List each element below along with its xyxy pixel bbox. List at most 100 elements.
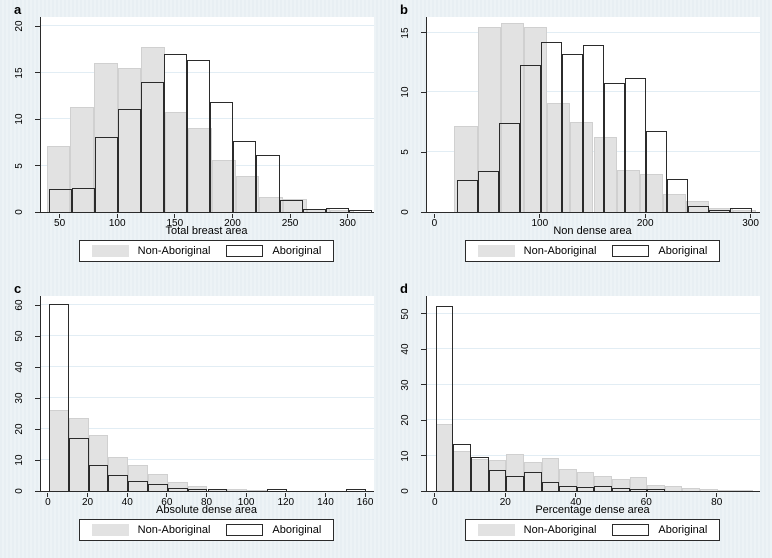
- y-tick-mark: [35, 428, 40, 430]
- histogram-bar-non-aboriginal: [330, 210, 354, 212]
- x-tick-mark: [174, 213, 176, 218]
- y-tick-mark: [35, 459, 40, 461]
- histogram-bar-aboriginal: [576, 487, 595, 491]
- histogram-bar-aboriginal: [561, 54, 583, 212]
- histogram-bar-non-aboriginal: [477, 26, 501, 212]
- x-tick-mark: [433, 213, 435, 218]
- legend-swatch-aboriginal: [226, 245, 264, 257]
- gridline: [41, 366, 374, 368]
- histogram-bar-aboriginal: [148, 484, 168, 491]
- y-tick-label: 10: [14, 454, 25, 466]
- histogram-bar-aboriginal: [266, 489, 287, 491]
- histogram-bar-non-aboriginal: [259, 197, 283, 212]
- histogram-bar-aboriginal: [604, 82, 626, 212]
- x-tick-label: 60: [161, 496, 173, 508]
- y-tick-mark: [421, 313, 426, 315]
- y-tick-label: 10: [14, 113, 25, 125]
- histogram-bar-non-aboriginal: [506, 454, 524, 491]
- y-tick-mark: [421, 384, 426, 386]
- histogram-bar-aboriginal: [709, 209, 731, 212]
- histogram-bar-aboriginal: [435, 305, 454, 491]
- histogram-bar-aboriginal: [95, 136, 119, 212]
- histogram-bar-aboriginal: [68, 438, 89, 491]
- y-tick-label: 30: [400, 379, 411, 391]
- x-tick-label: 120: [277, 496, 295, 508]
- y-tick-mark: [421, 419, 426, 421]
- histogram-bar-non-aboriginal: [541, 458, 560, 491]
- gridline: [427, 312, 760, 314]
- x-tick-label: 150: [166, 217, 184, 229]
- histogram-bar-aboriginal: [625, 78, 647, 212]
- y-tick-label: 15: [400, 27, 411, 39]
- legend-swatch-aboriginal: [226, 524, 264, 536]
- x-tick-label: 100: [108, 217, 126, 229]
- panel-c: c 0 10 20 30 40 50 60 0 20 40 60 80 100 120 140 160 Ab…: [0, 279, 386, 558]
- legend-label-aboriginal: Aboriginal: [658, 524, 708, 536]
- y-tick-label: 50: [14, 330, 25, 342]
- histogram-bar-aboriginal: [207, 489, 228, 491]
- y-tick-mark: [35, 304, 40, 306]
- x-tick-label: 100: [531, 217, 549, 229]
- histogram-bar-aboriginal: [256, 155, 280, 212]
- histogram-bar-aboriginal: [108, 474, 129, 491]
- histogram-bar-aboriginal: [582, 44, 605, 212]
- histogram-bar-aboriginal: [730, 207, 752, 212]
- y-tick-label: 5: [14, 162, 25, 169]
- y-tick-label: 0: [400, 488, 411, 494]
- x-tick-mark: [504, 492, 506, 497]
- histogram-bar-non-aboriginal: [576, 471, 595, 491]
- gridline: [41, 397, 374, 399]
- x-axis-title: Total breast area: [165, 225, 248, 237]
- gridline: [427, 348, 760, 350]
- histogram-bar-aboriginal: [346, 489, 367, 491]
- legend-box: Non-Aboriginal Aboriginal: [464, 240, 721, 262]
- y-tick-label: 20: [14, 20, 25, 32]
- histogram-bar-aboriginal: [488, 470, 507, 491]
- x-tick-mark: [324, 492, 326, 497]
- histogram-bar-aboriginal: [629, 489, 648, 491]
- y-axis: 0 5 10 15: [386, 17, 426, 215]
- histogram-bar-non-aboriginal: [547, 103, 571, 212]
- y-tick-mark: [421, 151, 426, 153]
- y-tick-label: 10: [400, 449, 411, 462]
- histogram-bar-aboriginal: [187, 59, 211, 212]
- plot-area: [426, 17, 760, 213]
- y-tick-label: 0: [14, 488, 25, 494]
- x-tick-mark: [116, 213, 118, 218]
- histogram-bar-non-aboriginal: [682, 487, 701, 491]
- y-tick-label: 15: [14, 67, 25, 79]
- gridline: [427, 454, 760, 456]
- histogram-bar-non-aboriginal: [128, 464, 149, 491]
- gridline: [41, 71, 374, 73]
- histogram-bar-non-aboriginal: [500, 22, 524, 212]
- x-tick-mark: [166, 492, 168, 497]
- x-tick-label: 0: [432, 496, 438, 508]
- x-tick-mark: [364, 492, 366, 497]
- histogram-bar-aboriginal: [667, 178, 689, 212]
- histogram-bar-aboriginal: [540, 42, 562, 212]
- y-tick-label: 40: [14, 361, 25, 373]
- legend-label-aboriginal: Aboriginal: [272, 245, 322, 257]
- histogram-bar-non-aboriginal: [188, 128, 213, 212]
- histogram-bar-non-aboriginal: [700, 489, 718, 491]
- histogram-bar-non-aboriginal: [717, 489, 736, 491]
- y-tick-mark: [421, 91, 426, 93]
- gridline: [427, 91, 760, 93]
- y-tick-label: 10: [400, 86, 411, 98]
- histogram-bar-aboriginal: [325, 207, 349, 212]
- y-axis: 0 5 10 15 20: [0, 17, 40, 215]
- y-tick-mark: [35, 118, 40, 120]
- x-axis-title: Percentage dense area: [535, 504, 650, 516]
- y-tick-mark: [421, 348, 426, 350]
- x-tick-label: 0: [45, 496, 51, 508]
- histogram-bar-aboriginal: [48, 303, 69, 491]
- y-tick-mark: [35, 72, 40, 74]
- histogram-bar-non-aboriginal: [454, 125, 478, 212]
- panel-label: a: [14, 2, 22, 17]
- y-tick-mark: [35, 366, 40, 368]
- histogram-bar-aboriginal: [523, 471, 542, 491]
- histogram-bar-non-aboriginal: [629, 476, 648, 491]
- panel-label: c: [14, 281, 22, 296]
- y-tick-label: 5: [400, 149, 411, 155]
- y-axis: 0 10 20 30 40 50: [386, 296, 426, 494]
